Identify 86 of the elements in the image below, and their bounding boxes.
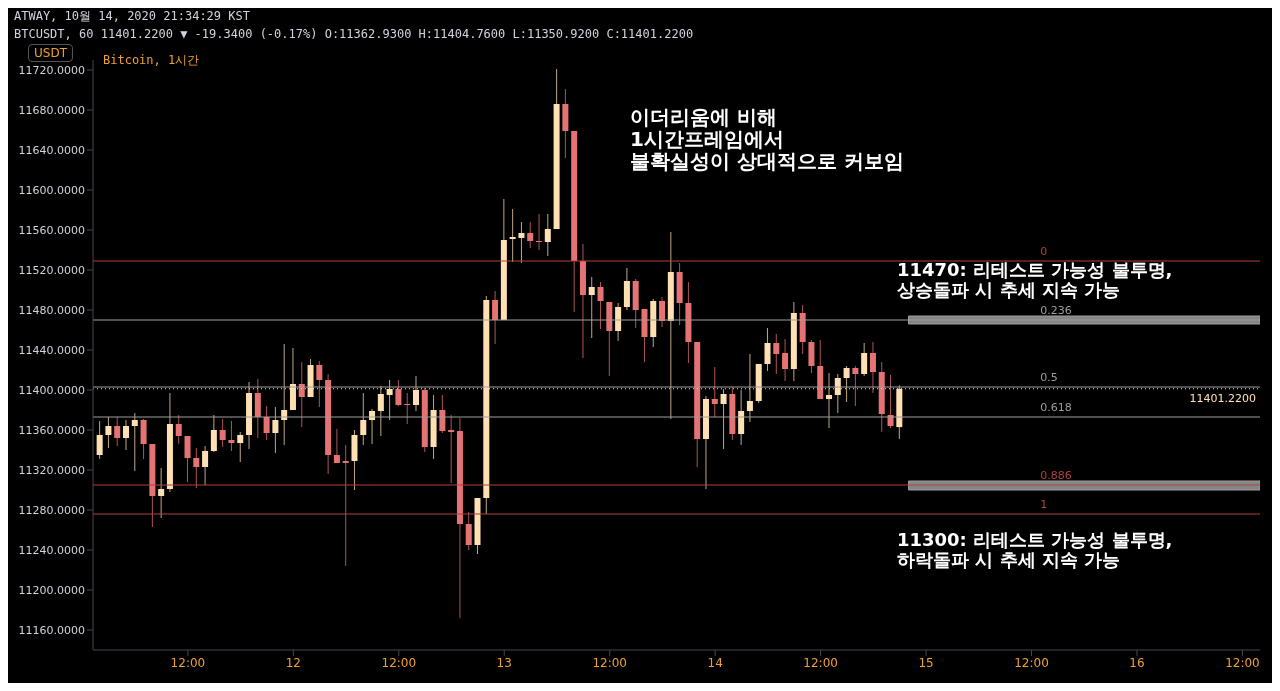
candlestick: [852, 365, 859, 407]
annotation: 11470: 리테스트 가능성 불투명, 상승돌파 시 추세 지속 가능: [897, 259, 1173, 300]
candlestick: [105, 416, 112, 449]
candlestick: [175, 414, 182, 445]
y-tick-label: 11600.0000: [18, 183, 85, 197]
x-tick-label: 12:00: [1014, 655, 1049, 670]
candlestick: [597, 281, 604, 330]
ref-line-label: 11401.2200: [1189, 391, 1256, 405]
chart-title: Bitcoin, 1시간: [103, 52, 200, 69]
candlestick: [773, 333, 780, 375]
candlestick: [193, 447, 200, 489]
annotation: 1: [1040, 498, 1048, 511]
candlestick: [527, 221, 534, 249]
y-tick-label: 11320.0000: [18, 463, 85, 477]
y-tick-label: 11720.0000: [18, 63, 85, 77]
candlestick: [360, 392, 367, 446]
annotation: 0.5: [1040, 371, 1058, 384]
candlestick: [184, 435, 191, 483]
candlestick: [544, 213, 551, 257]
candlestick: [439, 394, 446, 434]
candlestick: [272, 406, 279, 454]
candlestick: [316, 360, 323, 408]
candlestick: [202, 445, 209, 486]
candlestick: [861, 342, 868, 377]
candlestick: [395, 379, 402, 407]
candlestick: [588, 276, 595, 339]
candlestick: [114, 416, 121, 447]
candlestick: [869, 341, 876, 394]
candlestick: [131, 412, 138, 472]
text: ATWAY, 10월 14, 2020 21:34:29 KST: [14, 9, 250, 24]
y-tick-label: 11560.0000: [18, 223, 85, 237]
annotation: 이더리움에 비해 1시간프레임에서 불확실성이 상대적으로 커보임: [630, 105, 904, 173]
candlestick: [720, 388, 727, 450]
candlestick: [96, 420, 103, 460]
candlestick: [782, 338, 789, 382]
candlestick: [123, 419, 129, 451]
x-tick-label: 12:00: [170, 655, 206, 670]
candlestick: [210, 414, 217, 453]
candlestick: [536, 213, 543, 251]
y-tick-label: 11200.0000: [18, 583, 85, 597]
candlestick: [509, 208, 516, 263]
y-tick-label: 11480.0000: [18, 303, 85, 317]
candlestick: [158, 467, 165, 519]
candlestick: [492, 290, 499, 345]
y-tick-label: 11680.0000: [18, 103, 85, 117]
candlestick: [219, 418, 226, 448]
x-tick-label: 16: [1129, 655, 1145, 670]
candlestick: [237, 431, 244, 463]
y-tick-label: 11640.0000: [18, 143, 85, 157]
y-tick-label: 11440.0000: [18, 343, 85, 357]
candlestick: [518, 221, 525, 264]
x-tick-label: 13: [496, 655, 512, 670]
candlestick: [808, 339, 815, 374]
x-tick-label: 12:00: [381, 655, 417, 670]
annotation: 0.618: [1040, 401, 1072, 414]
candlestick: [615, 302, 622, 342]
candlestick: [263, 405, 270, 441]
x-tick-label: 15: [918, 655, 934, 670]
x-tick-label: 12:00: [592, 655, 628, 670]
x-tick-label: 14: [707, 655, 723, 670]
x-tick-label: 12:00: [803, 655, 838, 670]
y-tick-label: 11280.0000: [18, 503, 85, 517]
candlestick: [404, 392, 411, 425]
candlestick: [342, 444, 349, 567]
annotation: 11300: 리테스트 가능성 불투명, 하락돌파 시 추세 지속 가능: [897, 529, 1173, 570]
annotation: 0.886: [1040, 469, 1072, 482]
y-tick-label: 11400.0000: [18, 383, 85, 397]
candlestick: [659, 296, 666, 328]
y-tick-label: 11360.0000: [18, 423, 85, 437]
y-tick-label: 11160.0000: [18, 623, 85, 637]
candlestick: [711, 366, 718, 418]
candlestick: [140, 418, 147, 460]
annotation: 0.236: [1040, 304, 1072, 317]
x-tick-label: 12:00: [1225, 655, 1260, 670]
y-axis-title: USDT: [28, 44, 73, 62]
x-tick-label: 12: [285, 655, 301, 670]
candlestick: [465, 511, 472, 551]
candlestick: [448, 414, 455, 484]
y-tick-label: 11240.0000: [18, 543, 85, 557]
candlestick: [333, 428, 340, 464]
text: BTCUSDT, 60 11401.2200 ▼ -19.3400 (-0.17%) O:11362.9300 H:11404.7600 L:11350.9200 C:11401.2200: [14, 27, 694, 42]
annotation: 0: [1040, 245, 1048, 258]
candlestick: [228, 420, 235, 452]
candlestick: [764, 327, 771, 372]
candlestick: [254, 378, 261, 439]
y-tick-label: 11520.0000: [18, 263, 85, 277]
